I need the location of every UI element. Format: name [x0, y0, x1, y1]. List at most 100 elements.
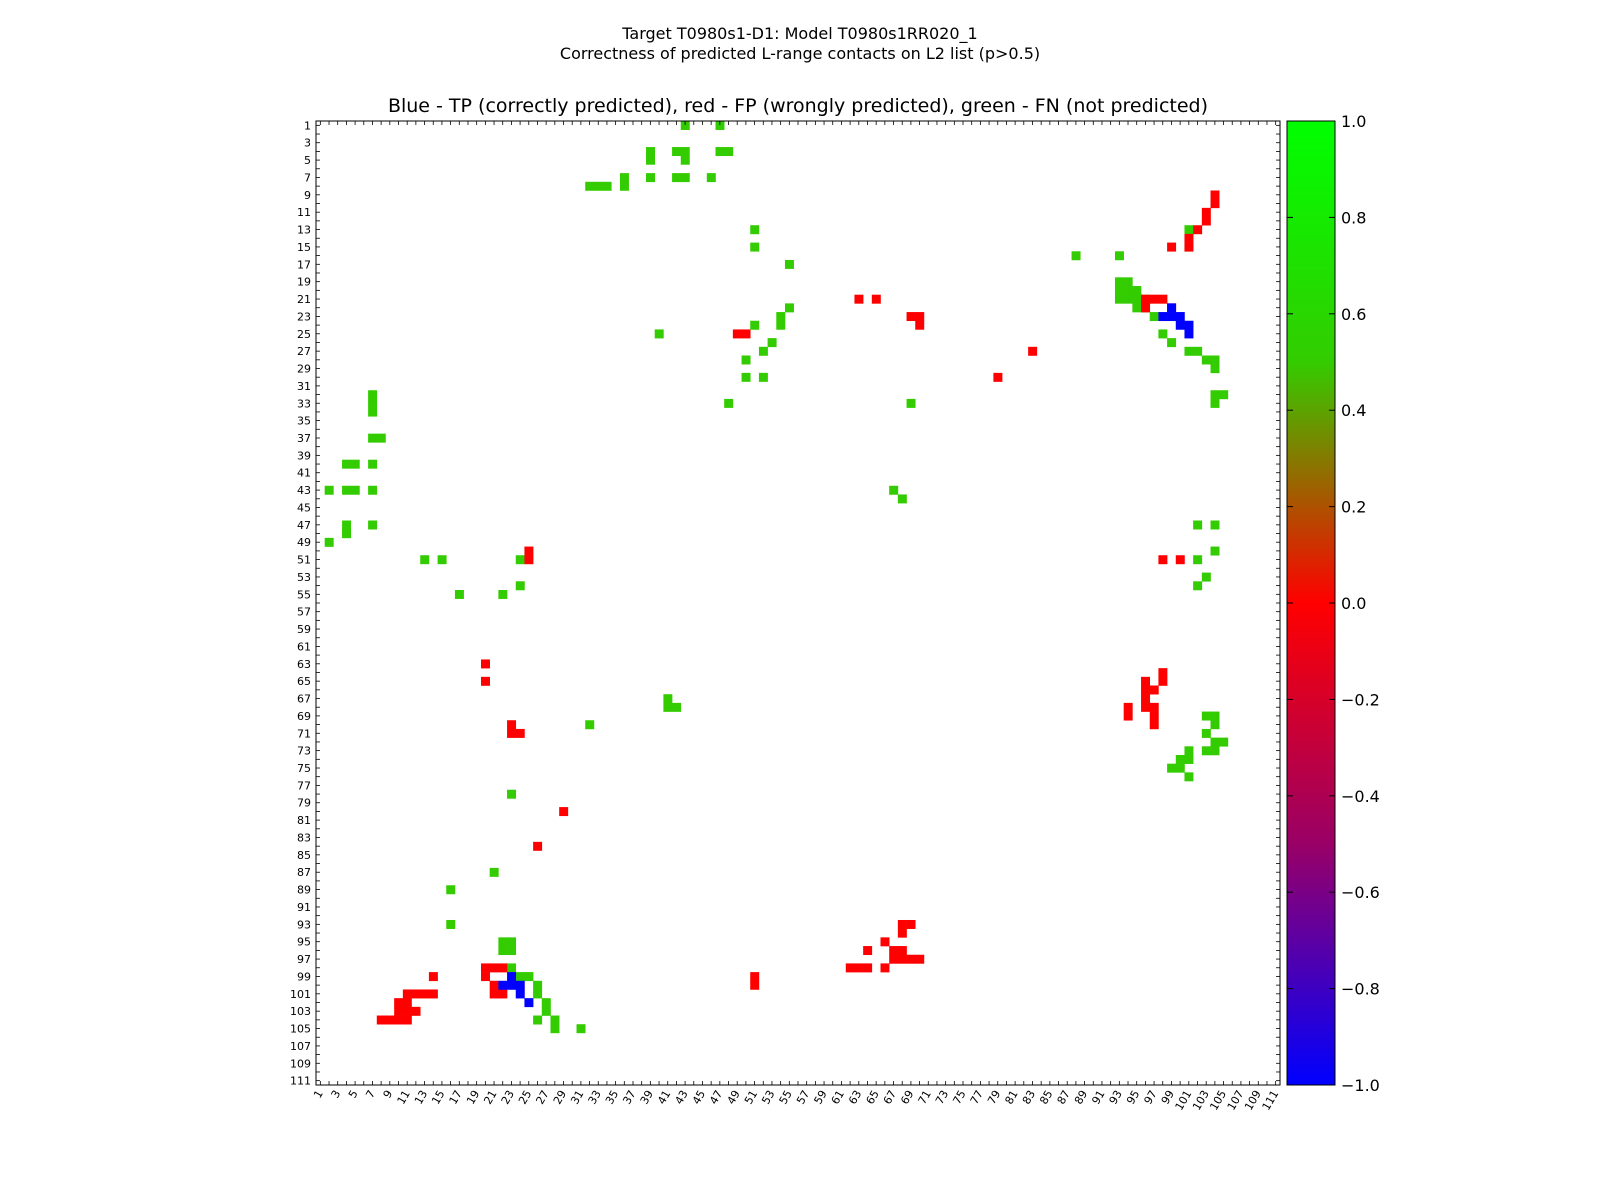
fn-cell [515, 972, 525, 982]
tp-cell [507, 980, 517, 990]
tp-cell [524, 998, 534, 1008]
colorbar-tick-label: 0.4 [1341, 401, 1366, 420]
fn-cell [342, 520, 352, 530]
fn-cell [1210, 720, 1220, 730]
colorbar-tick-label: −0.2 [1341, 690, 1380, 709]
fp-cell [515, 728, 525, 738]
y-tick-label: 63 [297, 658, 311, 671]
fp-cell [489, 989, 499, 999]
tp-cell [1167, 303, 1177, 313]
fn-cell [1210, 390, 1220, 400]
fn-cell [454, 589, 464, 599]
fp-cell [871, 294, 881, 304]
fp-cell [428, 989, 438, 999]
fn-cell [646, 147, 655, 157]
fn-cell [1132, 303, 1142, 313]
fp-cell [394, 1006, 404, 1016]
fn-cell [1184, 346, 1194, 356]
fn-cell [750, 225, 760, 235]
y-tick-label: 9 [304, 189, 311, 202]
x-tick-label: 89 [1072, 1088, 1090, 1107]
fn-cell [750, 242, 760, 252]
fp-cell [1158, 555, 1168, 565]
fp-cell [1149, 720, 1159, 730]
fn-cell [680, 173, 690, 183]
fp-cell [993, 372, 1003, 382]
tp-cell [1167, 312, 1177, 322]
fp-cell [1149, 685, 1159, 695]
y-tick-label: 77 [297, 779, 311, 792]
fp-cell [489, 963, 499, 973]
y-tick-label: 35 [297, 415, 311, 428]
fn-cell [741, 355, 751, 365]
fn-cell [1210, 355, 1220, 365]
y-tick-label: 45 [297, 502, 311, 515]
fp-cell [1141, 694, 1151, 704]
fn-cell [1193, 520, 1203, 530]
x-tick-label: 103 [1190, 1088, 1212, 1113]
fn-cell [1132, 286, 1142, 295]
fp-cell [1158, 668, 1168, 678]
fp-cell [402, 1006, 412, 1016]
colorbar-tick-label: 0.2 [1341, 498, 1366, 517]
y-tick-label: 111 [290, 1075, 311, 1088]
fn-cell [498, 937, 508, 947]
x-tick-label: 3 [329, 1088, 344, 1101]
fp-cell [507, 720, 517, 730]
fp-cell [402, 1015, 412, 1025]
fn-cell [1123, 286, 1133, 295]
fn-cell [550, 1024, 560, 1034]
x-tick-label: 23 [499, 1088, 517, 1107]
fn-cell [515, 555, 525, 565]
fp-cell [402, 998, 412, 1008]
plot-frame [315, 120, 1281, 1086]
plot-title: Blue - TP (correctly predicted), red - F… [387, 95, 1209, 117]
y-tick-label: 25 [297, 328, 311, 341]
fp-cell [906, 312, 916, 322]
fn-cell [776, 320, 786, 330]
fp-cell [1184, 242, 1194, 252]
fn-cell [324, 537, 334, 547]
x-tick-label: 79 [985, 1088, 1003, 1107]
fn-cell [368, 398, 378, 408]
fn-cell [585, 720, 595, 730]
fp-cell [559, 807, 569, 817]
fp-cell [376, 1015, 386, 1025]
x-tick-label: 95 [1124, 1088, 1142, 1107]
fn-cell [524, 972, 534, 982]
x-tick-label: 55 [777, 1088, 795, 1107]
fn-cell [602, 181, 612, 191]
x-tick-label: 11 [395, 1088, 413, 1107]
fn-cell [741, 372, 751, 382]
fp-cell [533, 841, 543, 851]
fn-cell [324, 485, 334, 495]
tp-cell [1184, 329, 1194, 339]
fp-cell [889, 954, 899, 964]
x-tick-label: 51 [742, 1088, 760, 1107]
y-tick-label: 61 [297, 640, 311, 653]
x-tick-label: 105 [1207, 1088, 1229, 1113]
tp-cell [498, 980, 508, 990]
fp-cell [863, 963, 873, 973]
x-tick-label: 5 [346, 1088, 361, 1101]
fn-cell [1184, 225, 1194, 235]
fp-cell [1184, 233, 1194, 243]
fn-cell [715, 147, 725, 157]
fp-cell [481, 972, 490, 982]
fn-cell [1184, 746, 1194, 756]
fn-cell [1184, 772, 1194, 782]
colorbar-tick-label: 0.6 [1341, 305, 1366, 324]
y-tick-label: 33 [297, 397, 311, 410]
fn-cell [376, 433, 386, 443]
fn-cell [1193, 555, 1203, 565]
y-tick-label: 23 [297, 310, 311, 323]
y-tick-label: 67 [297, 693, 311, 706]
fn-cell [498, 946, 508, 956]
fp-cell [1158, 294, 1168, 304]
y-tick-label: 49 [297, 536, 311, 549]
x-tick-label: 109 [1242, 1088, 1264, 1113]
y-tick-label: 19 [297, 276, 311, 289]
fp-cell [1201, 216, 1211, 226]
fp-cell [507, 728, 517, 738]
fn-cell [889, 485, 899, 495]
